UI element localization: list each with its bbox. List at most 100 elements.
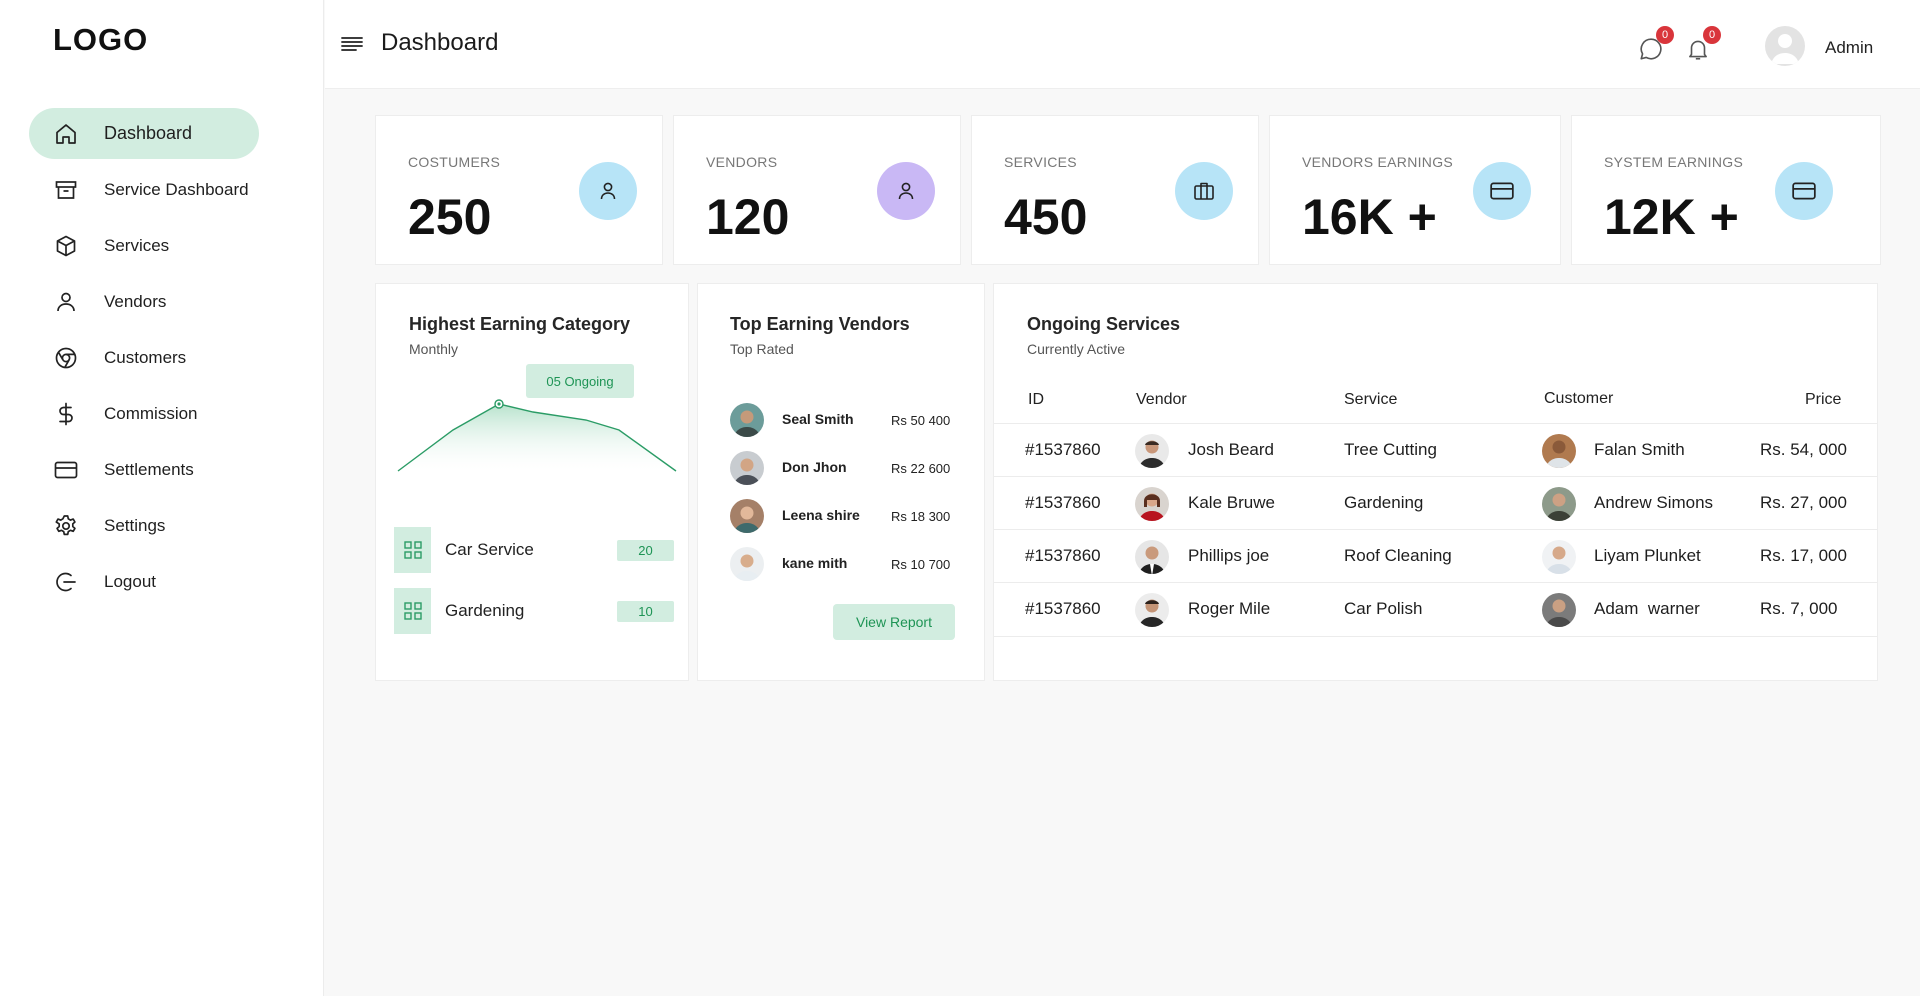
briefcase-icon xyxy=(1175,162,1233,220)
column-header-customer: Customer xyxy=(1544,390,1614,407)
top-earning-vendors-panel: Top Earning Vendors Top Rated Seal Smith… xyxy=(697,283,985,681)
highest-earning-category-panel: Highest Earning Category Monthly 05 Ongo… xyxy=(375,283,689,681)
stat-card-vendors-earnings: VENDORS EARNINGS 16K + xyxy=(1269,115,1561,265)
box-icon xyxy=(53,233,79,259)
customer-name: Falan Smith xyxy=(1594,440,1685,459)
sidebar-item-dashboard[interactable]: Dashboard xyxy=(29,108,259,159)
sidebar-item-label: Settings xyxy=(104,515,166,535)
vendor-name: kane mith xyxy=(782,555,848,571)
vendor-row[interactable]: Don Jhon Rs 22 600 xyxy=(730,451,960,487)
table-row[interactable]: #1537860 Kale Bruwe Gardening Andrew Sim… xyxy=(994,476,1877,529)
panel-subtitle: Top Rated xyxy=(730,341,794,357)
chat-icon xyxy=(1638,38,1664,66)
vendor-row[interactable]: Leena shire Rs 18 300 xyxy=(730,499,960,535)
stat-label: VENDORS xyxy=(706,154,778,170)
category-row-gardening[interactable]: Gardening 10 xyxy=(394,588,674,634)
avatar xyxy=(1542,540,1576,574)
vendor-name: Roger Mile xyxy=(1188,599,1271,618)
vendor-amount: Rs 22 600 xyxy=(891,461,951,476)
sidebar-item-label: Services xyxy=(104,235,170,255)
service-name: Car Polish xyxy=(1344,599,1423,618)
ongoing-tooltip: 05 Ongoing xyxy=(526,364,634,398)
column-header-id: ID xyxy=(1028,391,1044,408)
vendor-name: Josh Beard xyxy=(1188,440,1274,459)
user-name[interactable]: Admin xyxy=(1825,38,1874,57)
sidebar-item-services[interactable]: Services xyxy=(29,220,259,271)
sidebar-nav: Dashboard Service Dashboard Services Ven… xyxy=(29,108,259,612)
service-id: #1537860 xyxy=(1025,546,1101,565)
notifications-badge: 0 xyxy=(1703,26,1721,44)
panel-title: Top Earning Vendors xyxy=(730,314,910,334)
table-row[interactable]: #1537860 Roger Mile Car Polish Adam warn… xyxy=(994,582,1877,635)
gear-icon xyxy=(53,513,79,539)
sidebar-item-logout[interactable]: Logout xyxy=(29,556,259,607)
service-name: Roof Cleaning xyxy=(1344,546,1452,565)
sidebar: LOGO Dashboard Service Dashboard Service… xyxy=(0,0,324,996)
vendor-name: Leena shire xyxy=(782,507,860,523)
messages-badge: 0 xyxy=(1656,26,1674,44)
vendor-name: Kale Bruwe xyxy=(1188,493,1275,512)
stat-label: SERVICES xyxy=(1004,154,1077,170)
stat-label: SYSTEM EARNINGS xyxy=(1604,154,1744,170)
chrome-icon xyxy=(53,345,79,371)
sidebar-item-label: Dashboard xyxy=(104,123,193,143)
sidebar-item-settlements[interactable]: Settlements xyxy=(29,444,259,495)
category-row-car-service[interactable]: Car Service 20 xyxy=(394,527,674,573)
category-count: 10 xyxy=(617,601,674,622)
vendor-name: Phillips joe xyxy=(1188,546,1270,565)
vendor-row[interactable]: kane mith Rs 10 700 xyxy=(730,547,960,583)
vendor-amount: Rs 10 700 xyxy=(891,557,951,572)
avatar xyxy=(730,451,764,485)
service-id: #1537860 xyxy=(1025,440,1101,459)
table-row[interactable]: #1537860 Phillips joe Roof Cleaning Liya… xyxy=(994,529,1877,582)
logout-icon xyxy=(53,569,79,595)
avatar xyxy=(1135,593,1169,627)
card-icon xyxy=(1473,162,1531,220)
bell-icon xyxy=(1685,40,1711,66)
service-id: #1537860 xyxy=(1025,493,1101,512)
home-icon xyxy=(53,121,79,147)
sidebar-item-settings[interactable]: Settings xyxy=(29,500,259,551)
sidebar-item-vendors[interactable]: Vendors xyxy=(29,276,259,327)
column-header-vendor: Vendor xyxy=(1136,391,1187,408)
column-header-price: Price xyxy=(1805,391,1842,408)
column-header-service: Service xyxy=(1344,391,1398,408)
panel-title: Highest Earning Category xyxy=(409,314,631,334)
sidebar-item-service-dashboard[interactable]: Service Dashboard xyxy=(29,164,259,215)
view-report-button[interactable]: View Report xyxy=(833,604,955,640)
customer-name: Andrew Simons xyxy=(1594,493,1714,512)
vendor-row[interactable]: Seal Smith Rs 50 400 xyxy=(730,403,960,439)
service-id: #1537860 xyxy=(1025,599,1101,618)
stat-value: 120 xyxy=(706,189,790,245)
avatar xyxy=(1542,434,1576,468)
sidebar-item-label: Logout xyxy=(104,571,156,591)
panel-subtitle: Monthly xyxy=(409,341,459,357)
sidebar-item-customers[interactable]: Customers xyxy=(29,332,259,383)
sidebar-item-label: Commission xyxy=(104,403,198,423)
earning-trend-chart xyxy=(397,399,677,472)
vendor-amount: Rs 50 400 xyxy=(891,413,951,428)
top-header: Dashboard 0 0 Admin xyxy=(325,0,1920,89)
card-icon xyxy=(53,457,79,483)
stat-label: COSTUMERS xyxy=(408,154,501,170)
user-icon xyxy=(579,162,637,220)
sidebar-item-label: Customers xyxy=(104,347,187,367)
avatar xyxy=(730,547,764,581)
customer-name: Adam warner xyxy=(1594,599,1700,618)
avatar xyxy=(1542,487,1576,521)
menu-icon[interactable] xyxy=(341,36,363,57)
vendor-amount: Rs 18 300 xyxy=(891,509,951,524)
logo: LOGO xyxy=(53,22,149,57)
avatar[interactable] xyxy=(1765,26,1805,66)
sidebar-item-commission[interactable]: Commission xyxy=(29,388,259,439)
stat-card-services: SERVICES 450 xyxy=(971,115,1259,265)
avatar xyxy=(1135,487,1169,521)
stat-value: 250 xyxy=(408,189,492,245)
vendor-name: Seal Smith xyxy=(782,411,854,427)
category-name: Gardening xyxy=(445,601,525,620)
stat-value: 450 xyxy=(1004,189,1088,245)
table-row[interactable]: #1537860 Josh Beard Tree Cutting Falan S… xyxy=(994,423,1877,476)
category-count: 20 xyxy=(617,540,674,561)
notifications-button[interactable]: 0 xyxy=(1685,26,1721,62)
messages-button[interactable]: 0 xyxy=(1638,26,1674,62)
